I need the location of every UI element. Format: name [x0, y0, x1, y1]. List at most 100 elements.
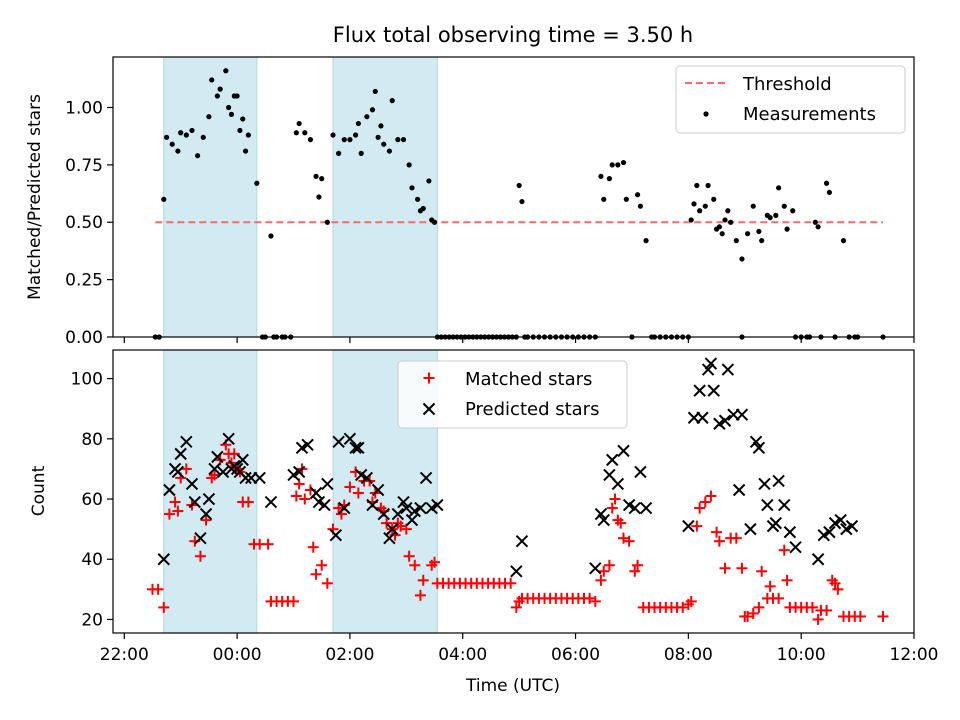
measurement-point: [372, 88, 378, 95]
measurement-point: [426, 178, 432, 184]
measurement-point: [223, 68, 229, 74]
predicted-star-point: [352, 441, 365, 455]
measurement-point: [228, 111, 235, 117]
matched-star-point: [705, 490, 717, 502]
ratio-legend: Threshold Measurements: [675, 65, 906, 134]
measurement-point: [302, 130, 308, 136]
measurement-point: [702, 203, 708, 209]
measurement-point: [313, 173, 319, 179]
predicted-star-point: [208, 462, 221, 476]
measurement-point: [234, 93, 240, 99]
measurement-point: [705, 182, 711, 189]
predicted-star-point: [211, 450, 224, 464]
measurement-point: [206, 114, 212, 120]
matched-star-point: [617, 532, 629, 544]
matched-star-point: [333, 502, 345, 514]
predicted-star-point: [318, 498, 331, 512]
matched-star-point: [742, 610, 754, 622]
measurement-point: [759, 238, 765, 244]
predicted-star-point: [639, 501, 653, 515]
matched-star-point: [756, 565, 768, 577]
y-tick-label: 100: [71, 370, 103, 390]
measurement-point: [324, 219, 330, 225]
matched-star-point: [603, 559, 615, 571]
matched-star-point: [629, 565, 641, 577]
measurement-point: [823, 180, 830, 186]
measurement-point: [293, 130, 299, 136]
measurement-point: [240, 116, 246, 122]
predicted-star-point: [321, 477, 334, 491]
measurement-point: [767, 215, 773, 221]
predicted-star-point: [606, 453, 619, 467]
predicted-star-point: [349, 441, 362, 455]
matched-star-point: [821, 604, 833, 616]
matched-star-point: [589, 595, 601, 607]
measurement-point: [840, 238, 847, 244]
predicted-star-point: [202, 492, 216, 506]
measurement-point: [336, 150, 342, 156]
predicted-star-point: [338, 501, 351, 515]
count-panel: 20 40 60 80 100 22:00 00:00 02:00 04:00 06:00 08:…: [29, 349, 939, 696]
measurement-point: [688, 217, 694, 223]
predicted-star-point: [628, 501, 641, 515]
predicted-star-point: [239, 471, 252, 485]
predicted-star-point: [329, 528, 343, 542]
x-tick-label: 06:00: [551, 645, 600, 665]
measurement-point: [733, 238, 739, 244]
measurement-point: [268, 233, 274, 239]
measurement-point: [341, 137, 347, 143]
predicted-star-point: [735, 408, 749, 421]
measurement-point: [516, 182, 522, 189]
matched-star-point: [321, 577, 333, 589]
x-tick-label: 04:00: [438, 645, 487, 665]
predicted-star-point: [515, 534, 529, 548]
matched-star-point: [395, 520, 407, 532]
legend-matched-swatch: [423, 372, 435, 384]
legend-matched-marker: [423, 372, 435, 384]
predicted-star-point: [789, 540, 802, 554]
legend-predicted-label: Predicted stars: [465, 399, 599, 420]
matched-star-point: [409, 559, 421, 571]
measurement-point: [389, 98, 395, 104]
predicted-star-point: [174, 447, 187, 461]
predicted-star-point: [589, 562, 602, 575]
predicted-star-point: [718, 414, 732, 427]
ratio-panel: 0.00 0.25 0.50 0.75 1.00 Matched/Predicted s…: [25, 56, 915, 348]
matched-star-point: [685, 595, 697, 607]
measurement-point: [615, 162, 621, 168]
matched-star-point: [172, 505, 184, 517]
measurement-point: [623, 196, 629, 202]
matched-star-point: [598, 565, 610, 577]
predicted-star-point: [510, 565, 523, 578]
measurement-point: [381, 141, 387, 147]
y-tick-label: 40: [81, 550, 103, 570]
predicted-star-point: [617, 444, 630, 458]
predicted-star-point: [157, 553, 170, 566]
measurement-point: [183, 132, 189, 138]
predicted-star-point: [823, 525, 836, 539]
chart-title: Flux total observing time = 3.50 h: [333, 23, 693, 47]
predicted-star-point: [377, 507, 390, 521]
matched-star-point: [623, 535, 635, 547]
predicted-star-point: [701, 363, 715, 376]
matched-star-point: [288, 595, 300, 607]
matched-star-point: [632, 559, 644, 571]
measurement-point: [395, 137, 401, 143]
matched-star-point: [764, 580, 776, 592]
matched-star-point: [316, 559, 328, 571]
predicted-star-point: [778, 498, 791, 512]
measurement-point: [214, 93, 220, 99]
measurement-point: [826, 189, 832, 196]
predicted-star-point: [732, 483, 746, 497]
matched-star-point: [677, 601, 689, 613]
matched-star-point: [510, 601, 522, 613]
predicted-star-point: [704, 357, 718, 370]
matched-star-point: [429, 556, 441, 568]
predicted-star-point: [301, 438, 314, 452]
measurement-point: [347, 137, 353, 143]
measurement-point: [195, 153, 201, 159]
measurement-point: [175, 148, 181, 154]
measurement-point: [163, 134, 170, 140]
matched-star-point: [778, 544, 790, 556]
